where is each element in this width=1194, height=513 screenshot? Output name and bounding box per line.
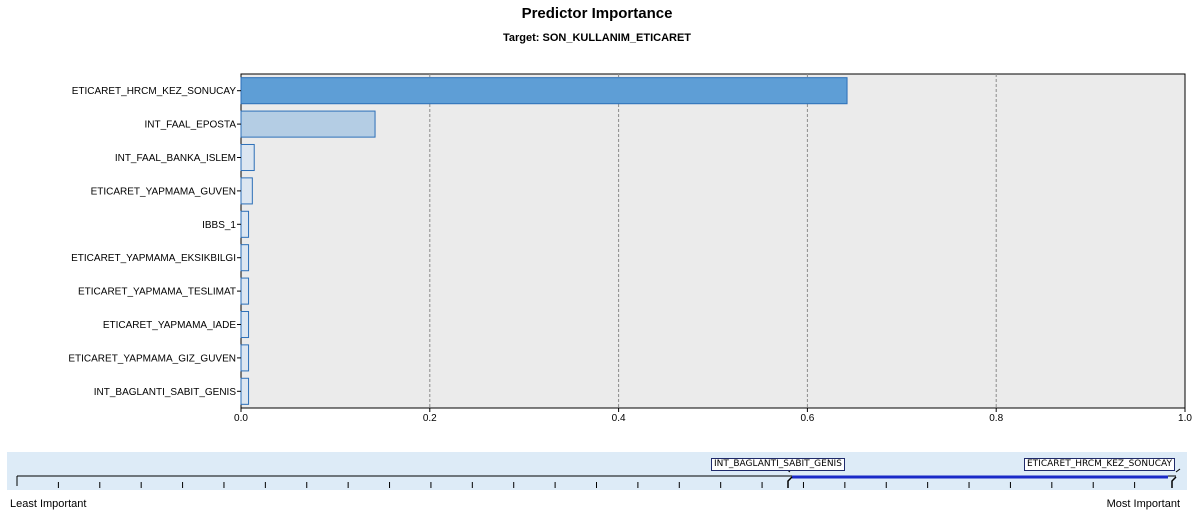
bar [240, 143, 255, 172]
slider-high-handle[interactable] [1171, 476, 1177, 488]
range-high-pointer [1175, 468, 1181, 473]
bar [240, 344, 250, 372]
bar [240, 310, 250, 339]
category-label: INT_BAGLANTI_SABIT_GENIS [94, 387, 237, 398]
slider-range-high-label: ETICARET_HRCM_KEZ_SONUCAY [1024, 458, 1175, 471]
slider-range-low-label: INT_BAGLANTI_SABIT_GENIS [711, 458, 845, 471]
x-tick-label: 0.4 [612, 413, 626, 424]
least-important-label: Least Important [10, 498, 87, 510]
slider-low-handle[interactable] [787, 476, 793, 488]
chart-title: Predictor Importance [521, 5, 673, 22]
category-label: INT_FAAL_BANKA_ISLEM [115, 153, 236, 164]
category-label: ETICARET_HRCM_KEZ_SONUCAY [72, 86, 237, 97]
x-tick-label: 0.6 [800, 413, 814, 424]
plot-area [240, 73, 1186, 409]
category-label: IBBS_1 [202, 220, 236, 231]
category-label: ETICARET_YAPMAMA_GIZ_GUVEN [68, 353, 236, 364]
category-label: ETICARET_YAPMAMA_TESLIMAT [78, 287, 236, 298]
category-label: ETICARET_YAPMAMA_GUVEN [91, 186, 236, 197]
x-tick-label: 0.2 [423, 413, 437, 424]
most-important-label: Most Important [1106, 498, 1180, 510]
bar [240, 110, 376, 138]
category-label: ETICARET_YAPMAMA_IADE [103, 320, 237, 331]
x-tick-label: 1.0 [1178, 413, 1192, 424]
category-label: ETICARET_YAPMAMA_EKSIKBILGI [71, 253, 236, 264]
predictor-importance-chart: 0.0 0.2 0.4 0.6 0.8 1.0 ETICARET_HRCM_KEZ_SONU… [68, 73, 1192, 424]
bar [240, 77, 848, 105]
bar [240, 210, 250, 238]
chart-subtitle: Target: SON_KULLANIM_ETICARET [502, 32, 692, 44]
x-tick-label: 0.0 [234, 413, 248, 424]
bar [240, 277, 250, 305]
x-tick-label: 0.8 [989, 413, 1003, 424]
bar [240, 244, 250, 272]
importance-slider[interactable] [0, 452, 1194, 492]
category-label: INT_FAAL_EPOSTA [144, 120, 236, 131]
bar [240, 377, 250, 405]
bar [240, 177, 253, 205]
